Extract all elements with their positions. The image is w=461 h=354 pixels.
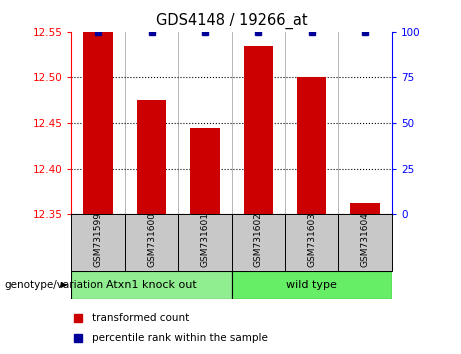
- Text: GSM731601: GSM731601: [201, 212, 209, 267]
- Title: GDS4148 / 19266_at: GDS4148 / 19266_at: [156, 13, 307, 29]
- Bar: [137, 100, 166, 214]
- Bar: [244, 46, 273, 214]
- Text: GSM731603: GSM731603: [307, 212, 316, 267]
- Text: GSM731604: GSM731604: [361, 212, 370, 267]
- Text: transformed count: transformed count: [92, 313, 189, 323]
- Bar: [178, 214, 231, 271]
- Bar: [190, 127, 219, 214]
- Bar: [231, 214, 285, 271]
- Text: GSM731602: GSM731602: [254, 212, 263, 267]
- Bar: [71, 214, 125, 271]
- Bar: [83, 32, 113, 214]
- Text: Atxn1 knock out: Atxn1 knock out: [106, 280, 197, 290]
- Text: percentile rank within the sample: percentile rank within the sample: [92, 332, 268, 343]
- Bar: [231, 271, 392, 299]
- Bar: [285, 214, 338, 271]
- Bar: [125, 214, 178, 271]
- Bar: [338, 214, 392, 271]
- Bar: [71, 271, 231, 299]
- Bar: [350, 203, 380, 214]
- Text: GSM731600: GSM731600: [147, 212, 156, 267]
- Text: GSM731599: GSM731599: [94, 212, 103, 267]
- Bar: [297, 78, 326, 214]
- Text: genotype/variation: genotype/variation: [5, 280, 104, 290]
- Text: wild type: wild type: [286, 280, 337, 290]
